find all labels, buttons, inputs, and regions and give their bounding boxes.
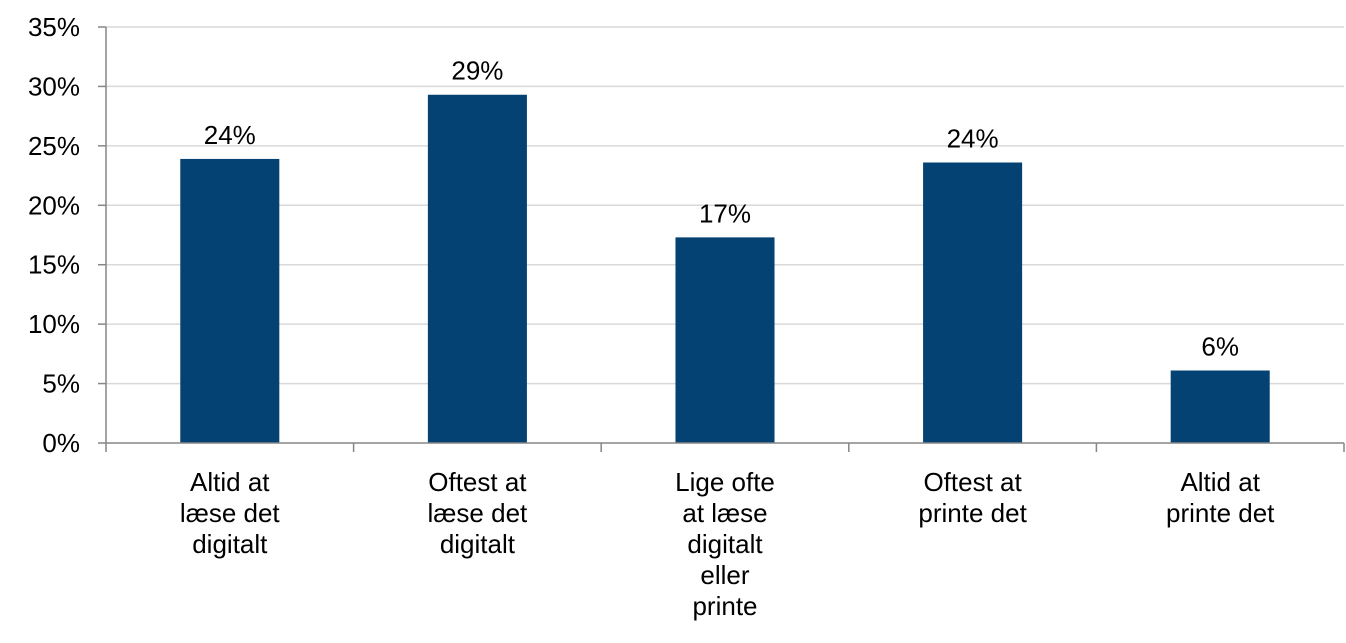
x-category-label: Oftest at læse det digitalt xyxy=(428,467,528,559)
bar xyxy=(427,94,527,444)
x-category-label-line: eller xyxy=(700,560,749,590)
y-tick-label: 0% xyxy=(42,428,80,458)
data-label: 17% xyxy=(699,198,751,228)
bar xyxy=(923,162,1023,444)
y-tick-label: 15% xyxy=(28,250,80,280)
labels: 0%5%10%15%20%25%30%35%24%Altid at læse de… xyxy=(28,12,1275,621)
x-category-label-line: printe xyxy=(692,591,757,621)
data-label: 24% xyxy=(947,123,999,153)
x-category-label-line: læse det xyxy=(180,498,280,528)
y-tick-label: 20% xyxy=(28,190,80,220)
x-category-label-line: Oftest at xyxy=(428,467,527,497)
x-category-label-line: Oftest at xyxy=(923,467,1022,497)
data-label: 29% xyxy=(451,56,503,86)
bars xyxy=(180,94,1270,444)
x-category-label-line: printe det xyxy=(918,498,1027,528)
x-category-label-line: Altid at xyxy=(190,467,270,497)
bar xyxy=(675,237,775,443)
x-category-label-line: Lige ofte xyxy=(675,467,775,497)
x-category-label-line: Altid at xyxy=(1180,467,1260,497)
x-category-label-line: digitalt xyxy=(192,529,268,559)
data-label: 6% xyxy=(1201,331,1239,361)
axes xyxy=(98,26,1345,452)
x-category-label-line: at læse xyxy=(682,498,767,528)
x-category-label-line: printe det xyxy=(1166,498,1275,528)
bar xyxy=(1170,370,1270,443)
bar xyxy=(180,158,280,443)
x-category-label-line: digitalt xyxy=(687,529,763,559)
x-category-label-line: digitalt xyxy=(440,529,516,559)
y-tick-label: 35% xyxy=(28,12,80,42)
x-category-label: Lige ofte at læse digitalt eller printe xyxy=(675,467,775,621)
data-label: 24% xyxy=(204,120,256,150)
x-category-label-line: læse det xyxy=(428,498,528,528)
x-category-label: Oftest at printe det xyxy=(918,467,1027,528)
x-category-label: Altid at printe det xyxy=(1166,467,1275,528)
y-tick-label: 5% xyxy=(42,369,80,399)
y-tick-label: 30% xyxy=(28,71,80,101)
x-category-label: Altid at læse det digitalt xyxy=(180,467,280,559)
y-tick-label: 25% xyxy=(28,131,80,161)
y-tick-label: 10% xyxy=(28,309,80,339)
